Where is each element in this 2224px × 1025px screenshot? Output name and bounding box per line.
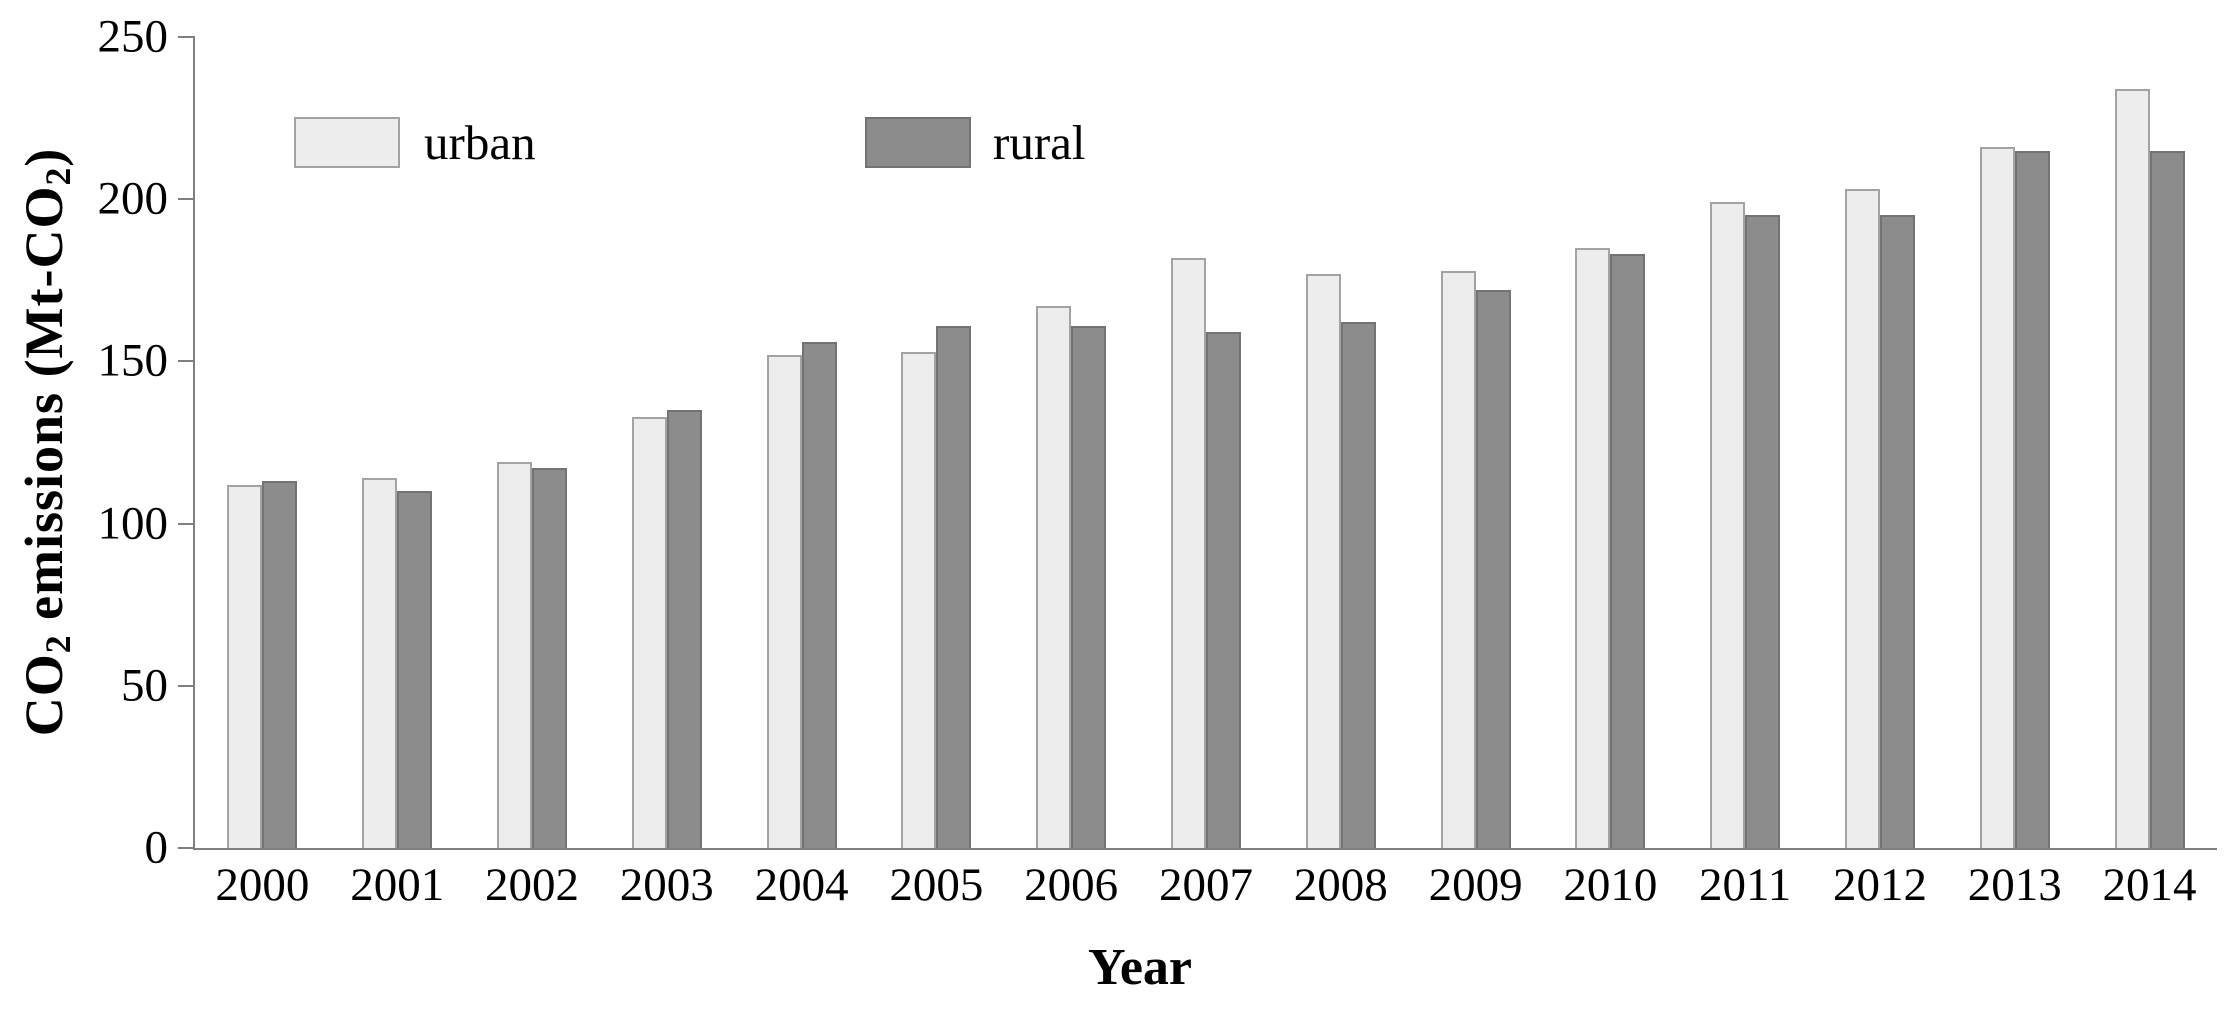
y-axis-title-part: emissions (Mt-CO — [14, 185, 74, 635]
bar-group-2008: 2008 — [1273, 37, 1408, 909]
bar-group-2001: 2001 — [330, 37, 465, 909]
legend-rural-swatch — [865, 117, 971, 168]
urban-bar-2002 — [496, 461, 532, 848]
rural-bar-2003 — [666, 410, 702, 848]
bar-groups: 2000 2001 2002 2003 2004 2005 2006 2007 2008 2009… — [195, 37, 2217, 909]
legend-urban-swatch — [294, 117, 400, 168]
y-tick-mark — [178, 198, 195, 201]
x-tick-label: 2005 — [889, 859, 984, 911]
x-tick-label: 2004 — [754, 859, 849, 911]
urban-bar-2003 — [631, 416, 667, 848]
urban-bar-2011 — [1710, 202, 1746, 848]
rural-bar-2012 — [1879, 215, 1915, 848]
plot-area: 0 50 100 150 200 250 2000 2001 2002 2003 2004 2005… — [98, 13, 2217, 909]
urban-bar-2012 — [1844, 189, 1880, 848]
x-tick-label: 2011 — [1699, 859, 1792, 911]
x-tick-label: 2012 — [1832, 859, 1927, 911]
bar-group-2005: 2005 — [869, 37, 1004, 909]
x-axis-title: Year — [1088, 939, 1192, 996]
rural-bar-2014 — [2149, 150, 2185, 848]
bar-group-2010: 2010 — [1543, 37, 1678, 909]
y-tick-mark — [178, 522, 195, 525]
rural-bar-2009 — [1475, 290, 1511, 848]
urban-bar-2005 — [901, 351, 937, 848]
bar-group-2011: 2011 — [1678, 37, 1813, 909]
bar-group-2009: 2009 — [1408, 37, 1543, 909]
urban-bar-2000 — [227, 484, 263, 848]
y-axis-title-part: CO — [14, 653, 74, 737]
rural-bar-2000 — [262, 481, 298, 848]
rural-bar-2008 — [1340, 322, 1376, 848]
bar-group-2012: 2012 — [1813, 37, 1948, 909]
x-tick-label: 2013 — [1967, 859, 2062, 911]
y-axis-title-subscript: 2 — [37, 634, 78, 654]
rural-bar-2001 — [397, 491, 433, 848]
urban-bar-2006 — [1036, 306, 1072, 848]
x-tick-label: 2001 — [350, 859, 445, 911]
y-tick-mark — [178, 360, 195, 363]
bar-group-2014: 2014 — [2082, 37, 2217, 909]
urban-bar-2013 — [1979, 147, 2015, 848]
rural-bar-2007 — [1205, 332, 1241, 848]
rural-bar-2013 — [2014, 150, 2050, 848]
y-tick-label: 250 — [97, 10, 169, 63]
urban-bar-2009 — [1440, 270, 1476, 848]
bar-group-2013: 2013 — [1947, 37, 2082, 909]
x-tick-label: 2008 — [1293, 859, 1388, 911]
y-axis-title: CO2 emissions (Mt-CO2) — [13, 147, 78, 737]
y-tick-label: 0 — [144, 821, 169, 874]
bar-group-2003: 2003 — [599, 37, 734, 909]
x-tick-label: 2006 — [1024, 859, 1119, 911]
y-axis-title-part: ) — [14, 147, 74, 167]
legend-rural-label: rural — [993, 115, 1086, 170]
rural-bar-2010 — [1610, 254, 1646, 848]
bar-group-2004: 2004 — [734, 37, 869, 909]
urban-bar-2007 — [1170, 257, 1206, 848]
x-tick-label: 2009 — [1428, 859, 1523, 911]
y-tick-mark — [178, 847, 195, 849]
rural-bar-2002 — [531, 468, 567, 848]
x-tick-label: 2010 — [1563, 859, 1658, 911]
urban-bar-2004 — [766, 354, 802, 848]
y-tick-label: 200 — [97, 172, 169, 225]
rural-bar-2011 — [1745, 215, 1781, 848]
urban-bar-2008 — [1305, 273, 1341, 848]
x-tick-label: 2003 — [619, 859, 714, 911]
bar-group-2006: 2006 — [1004, 37, 1139, 909]
y-tick-label: 50 — [121, 659, 168, 712]
bar-group-2002: 2002 — [465, 37, 600, 909]
x-tick-label: 2014 — [2102, 859, 2197, 911]
y-axis-title-subscript: 2 — [37, 166, 78, 186]
y-tick-label: 150 — [97, 334, 169, 387]
x-tick-label: 2000 — [215, 859, 310, 911]
y-tick-label: 100 — [97, 497, 169, 550]
urban-bar-2010 — [1575, 247, 1611, 848]
bar-group-2007: 2007 — [1139, 37, 1274, 909]
x-tick-label: 2002 — [484, 859, 579, 911]
urban-bar-2014 — [2114, 88, 2150, 848]
y-tick-mark — [178, 36, 195, 38]
rural-bar-2004 — [801, 341, 837, 848]
bar-group-2000: 2000 — [195, 37, 330, 909]
y-tick-mark — [178, 684, 195, 687]
rural-bar-2006 — [1071, 325, 1107, 848]
legend-urban-label: urban — [424, 115, 536, 170]
rural-bar-2005 — [936, 325, 972, 848]
x-tick-label: 2007 — [1158, 859, 1253, 911]
urban-bar-2001 — [362, 478, 398, 848]
